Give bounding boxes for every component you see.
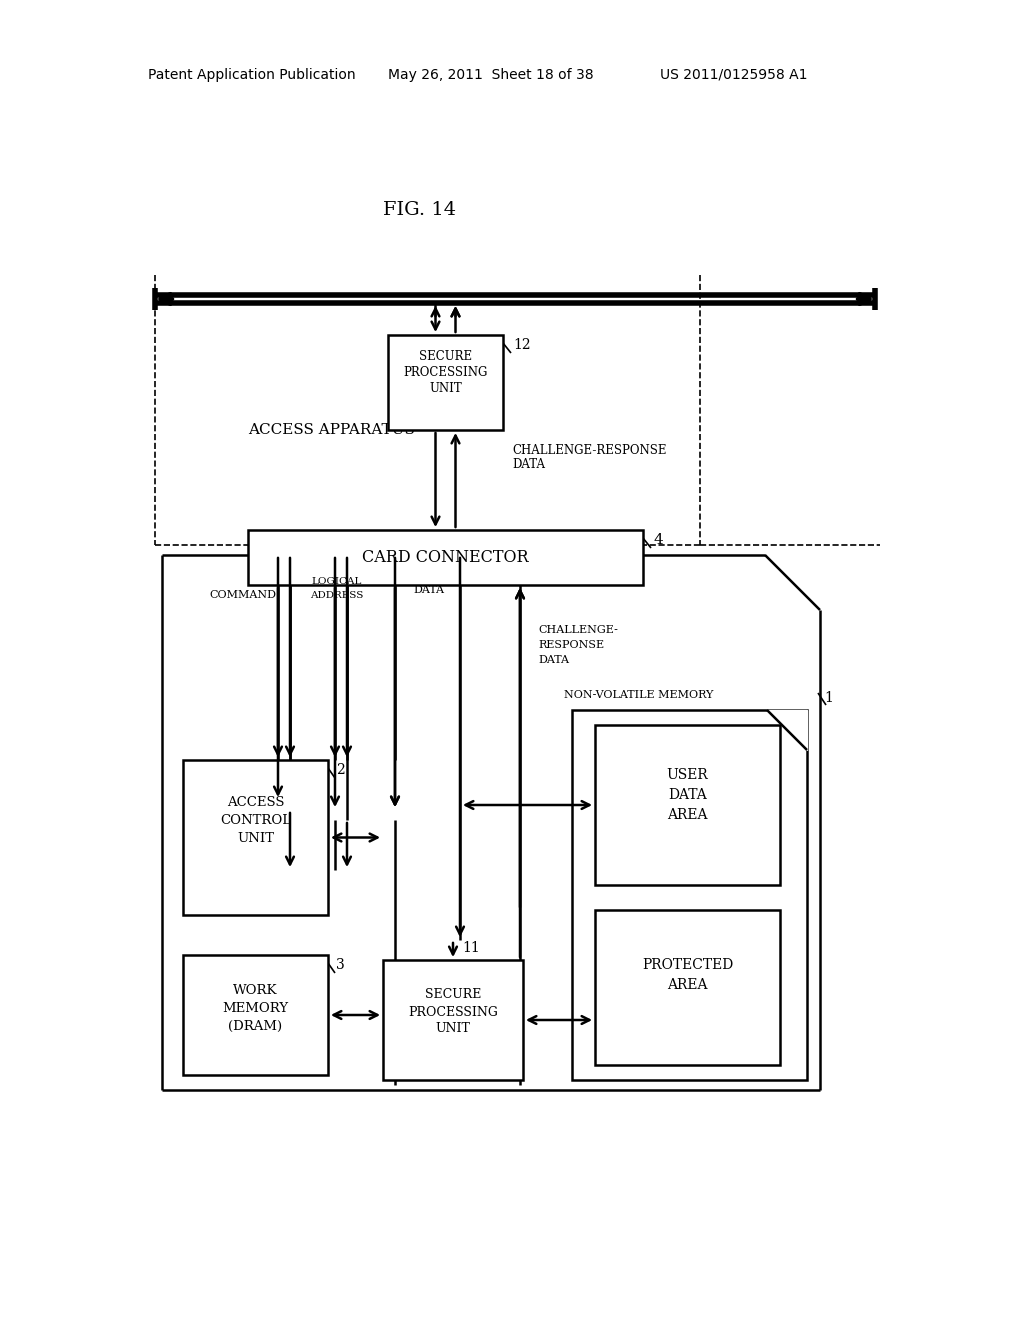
Text: USER: USER [667, 768, 709, 781]
Text: CONTROL: CONTROL [220, 813, 291, 826]
Text: Patent Application Publication: Patent Application Publication [148, 69, 355, 82]
Text: MEMORY: MEMORY [222, 1002, 289, 1015]
Text: (DRAM): (DRAM) [228, 1019, 283, 1032]
Text: UNIT: UNIT [429, 383, 462, 396]
Text: CHALLENGE-: CHALLENGE- [538, 624, 617, 635]
Bar [595, 725, 780, 884]
Text: US 2011/0125958 A1: US 2011/0125958 A1 [660, 69, 808, 82]
Text: SECURE: SECURE [425, 989, 481, 1002]
Text: ACCESS APPARATUS: ACCESS APPARATUS [248, 422, 415, 437]
Text: DATA: DATA [668, 788, 707, 803]
Text: FIG. 14: FIG. 14 [383, 201, 457, 219]
Text: RESPONSE: RESPONSE [538, 640, 604, 649]
Text: CARD CONNECTOR: CARD CONNECTOR [362, 549, 528, 566]
Text: AREA: AREA [668, 808, 708, 822]
Text: WORK: WORK [233, 983, 278, 997]
Text: 4: 4 [653, 533, 663, 546]
Bar [248, 531, 643, 585]
Text: DATA: DATA [538, 655, 569, 665]
Text: COMMAND: COMMAND [209, 590, 276, 601]
Text: DATA: DATA [512, 458, 545, 471]
Text: 3: 3 [336, 958, 345, 972]
Text: 2: 2 [336, 763, 345, 777]
Text: ACCESS: ACCESS [226, 796, 285, 808]
Text: PROCESSING: PROCESSING [408, 1006, 498, 1019]
Text: PROCESSING: PROCESSING [403, 367, 487, 380]
Bar [388, 335, 503, 430]
Text: 1: 1 [824, 690, 833, 705]
Bar [383, 960, 523, 1080]
Bar [183, 760, 328, 915]
Text: 12: 12 [513, 338, 530, 352]
Bar [183, 954, 328, 1074]
Bar [572, 710, 807, 1080]
Text: UNIT: UNIT [237, 832, 274, 845]
Bar [595, 909, 780, 1065]
Text: UNIT: UNIT [435, 1023, 470, 1035]
Text: CHALLENGE-RESPONSE: CHALLENGE-RESPONSE [512, 444, 667, 457]
Text: AREA: AREA [668, 978, 708, 993]
Text: May 26, 2011  Sheet 18 of 38: May 26, 2011 Sheet 18 of 38 [388, 69, 594, 82]
Text: ADDRESS: ADDRESS [310, 591, 364, 601]
Text: 11: 11 [462, 941, 480, 954]
Text: SECURE: SECURE [419, 351, 472, 363]
Text: PROTECTED: PROTECTED [642, 958, 733, 972]
Text: LOGICAL: LOGICAL [312, 578, 362, 586]
Text: NON-VOLATILE MEMORY: NON-VOLATILE MEMORY [564, 690, 714, 700]
Text: DATA: DATA [413, 585, 444, 595]
Polygon shape [767, 710, 807, 750]
